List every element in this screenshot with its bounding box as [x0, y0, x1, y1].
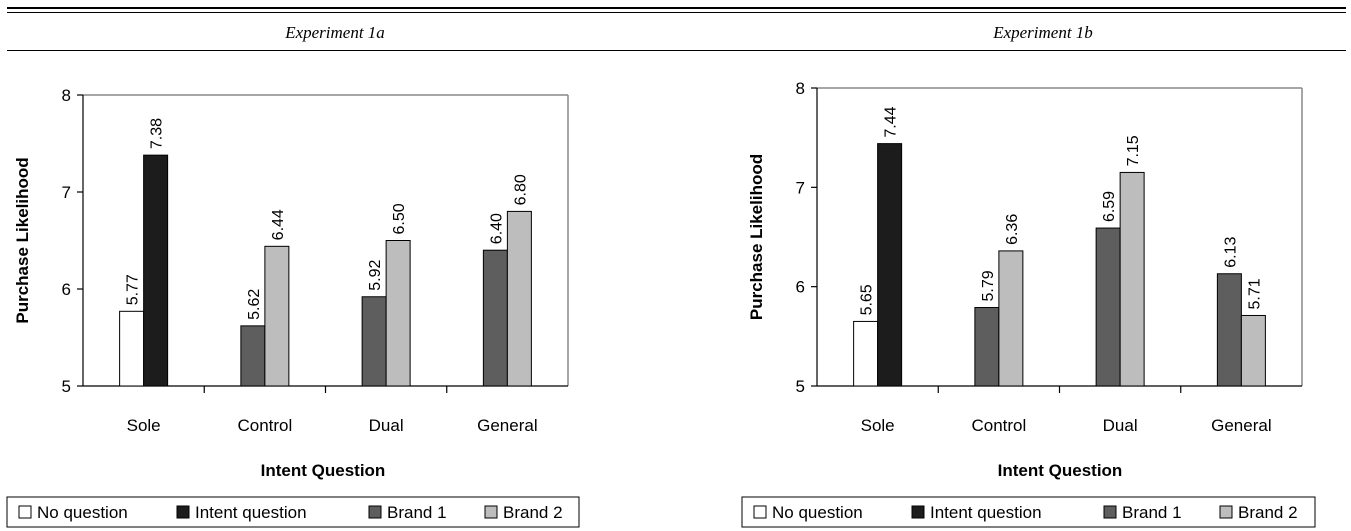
- c0-bar: [119, 310, 145, 387]
- c0-legend-swatch: [18, 505, 32, 519]
- c1-x-axis-label: Intent Question: [998, 461, 1123, 480]
- c1-data-label: 5.65: [859, 284, 876, 315]
- c1-x-tick-label: Dual: [1103, 416, 1138, 435]
- c1-legend-item: No question: [772, 503, 863, 522]
- header-rule: [7, 50, 1346, 51]
- c0-data-label: 6.80: [512, 174, 529, 205]
- c1-bar: [1119, 171, 1145, 387]
- c1-y-tick-label: 7: [796, 178, 805, 197]
- c1-data-label: 5.71: [1246, 278, 1263, 309]
- c0-bar: [385, 240, 411, 387]
- c0-legend-item: Intent question: [195, 503, 307, 522]
- c0-x-axis-label: Intent Question: [261, 461, 386, 480]
- c0-legend-item: No question: [37, 503, 128, 522]
- c1-y-tick-label: 6: [796, 278, 805, 297]
- c0-x-tick-label: Control: [237, 416, 292, 435]
- c1-legend-item: Intent question: [930, 503, 1042, 522]
- c0-data-label: 7.38: [149, 118, 166, 149]
- c0-data-label: 6.44: [270, 209, 287, 240]
- c0-y-tick-label: 8: [62, 86, 71, 105]
- c1-data-label: 6.59: [1101, 191, 1118, 222]
- c0-legend-swatch: [368, 505, 382, 519]
- c1-legend-item: Brand 2: [1238, 503, 1298, 522]
- c0-y-tick-label: 7: [62, 183, 71, 202]
- c1-data-label: 6.36: [1004, 214, 1021, 245]
- c0-data-label: 6.50: [391, 203, 408, 234]
- c1-bar: [1216, 273, 1242, 387]
- panel-title-1a: Experiment 1a: [285, 23, 385, 42]
- c0-bar: [240, 325, 266, 387]
- c1-y-tick-label: 8: [796, 79, 805, 98]
- c0-x-tick-label: Dual: [369, 416, 404, 435]
- c1-x-tick-label: Sole: [861, 416, 895, 435]
- c0-bar: [506, 210, 532, 387]
- top-rule-thin: [7, 12, 1346, 13]
- c1-bar: [1240, 314, 1266, 387]
- c0-legend-swatch: [484, 505, 498, 519]
- c0-data-label: 5.62: [246, 289, 263, 320]
- c0-legend-item: Brand 1: [387, 503, 447, 522]
- c1-bar: [877, 143, 903, 387]
- c0-bar: [264, 245, 290, 387]
- c0-bar: [482, 249, 508, 387]
- c1-legend-swatch: [911, 505, 925, 519]
- c0-legend-swatch: [176, 505, 190, 519]
- c1-data-label: 5.79: [980, 270, 997, 301]
- c1-bar: [998, 250, 1024, 387]
- c0-data-label: 6.40: [488, 213, 505, 244]
- c1-legend-swatch: [1219, 505, 1233, 519]
- c1-legend-item: Brand 1: [1122, 503, 1182, 522]
- c1-x-tick-label: Control: [971, 416, 1026, 435]
- c1-legend-swatch: [753, 505, 767, 519]
- c1-legend-swatch: [1103, 505, 1117, 519]
- c0-bar: [143, 154, 169, 387]
- c1-data-label: 7.44: [883, 106, 900, 137]
- c1-x-tick-label: General: [1211, 416, 1271, 435]
- c0-y-axis-label: Purchase Likelihood: [13, 157, 32, 323]
- c1-bar: [974, 307, 1000, 387]
- c1-bar: [1095, 227, 1121, 387]
- c0-data-label: 5.92: [367, 260, 384, 291]
- c0-x-tick-label: General: [477, 416, 537, 435]
- c0-legend-box: [6, 496, 580, 528]
- c1-y-tick-label: 5: [796, 377, 805, 396]
- panel-title-1b: Experiment 1b: [993, 23, 1093, 42]
- c0-bar: [361, 296, 387, 387]
- c0-x-tick-label: Sole: [127, 416, 161, 435]
- c0-legend-item: Brand 2: [503, 503, 563, 522]
- c1-data-label: 7.15: [1125, 135, 1142, 166]
- c0-y-tick-label: 5: [62, 377, 71, 396]
- c1-data-label: 6.13: [1222, 237, 1239, 268]
- c1-y-axis-label: Purchase Likelihood: [747, 154, 766, 320]
- top-rule-thick: [7, 7, 1346, 9]
- c0-data-label: 5.77: [125, 274, 142, 305]
- c1-bar: [853, 320, 879, 387]
- c0-y-tick-label: 6: [62, 280, 71, 299]
